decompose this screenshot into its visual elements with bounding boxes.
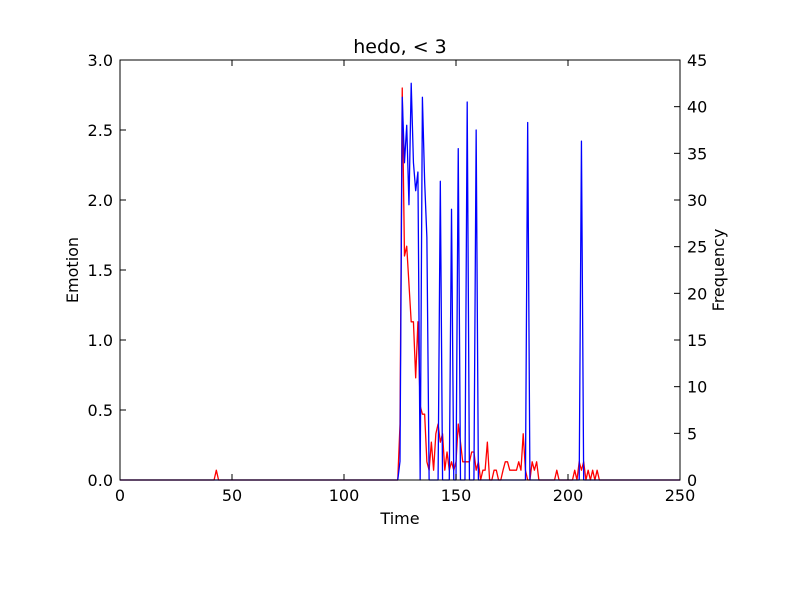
- chart-title: hedo, < 3: [353, 36, 447, 58]
- x-tick-label: 250: [665, 486, 696, 505]
- x-tick-label: 200: [553, 486, 584, 505]
- x-axis-label: Time: [379, 509, 419, 528]
- y2-tick-label: 15: [687, 331, 707, 350]
- y-tick-label: 2.5: [88, 121, 113, 140]
- y-tick-label: 1.5: [88, 261, 113, 280]
- x-tick-label: 100: [329, 486, 360, 505]
- x-tick-label: 0: [115, 486, 125, 505]
- y-tick-label: 3.0: [88, 51, 113, 70]
- frequency-series-line: [120, 82, 680, 481]
- y2-tick-label: 35: [687, 144, 707, 163]
- y2-tick-label: 30: [687, 191, 707, 210]
- y2-tick-label: 0: [687, 471, 697, 490]
- y2-tick-label: 20: [687, 284, 707, 303]
- y-tick-label: 2.0: [88, 191, 113, 210]
- x-tick-label: 150: [441, 486, 472, 505]
- y2-tick-label: 45: [687, 51, 707, 70]
- plot-frame: [119, 59, 681, 481]
- y2-tick-label: 40: [687, 98, 707, 117]
- y-axis-label: Emotion: [63, 237, 82, 303]
- x-tick-label: 50: [222, 486, 242, 505]
- y-tick-label: 0.0: [88, 471, 113, 490]
- y2-tick-label: 10: [687, 378, 707, 397]
- y2-tick-label: 5: [687, 424, 697, 443]
- ticks-layer: 0 50 100 150 200 250 0.0 0.5 1.0 1.5 2.0 2.5 3.0 0 5 10…: [88, 51, 708, 505]
- series-layer: [120, 82, 680, 481]
- y-tick-label: 0.5: [88, 401, 113, 420]
- y-tick-label: 1.0: [88, 331, 113, 350]
- y2-tick-label: 25: [687, 238, 707, 257]
- y2-axis-label: Frequency: [709, 229, 728, 312]
